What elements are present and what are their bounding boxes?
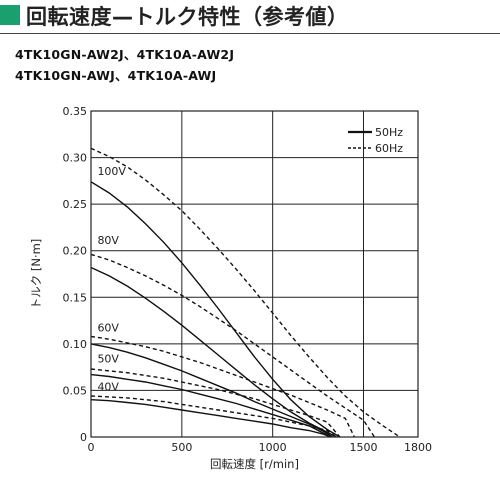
series-line-100v-50hz bbox=[90, 181, 341, 438]
y-tick-label: 0.05 bbox=[63, 384, 88, 397]
x-tick-label: 1000 bbox=[259, 441, 287, 454]
page-title: 回転速度—トルク特性（参考値） bbox=[26, 5, 349, 29]
series-lines bbox=[90, 147, 401, 438]
y-tick-label: 0.30 bbox=[63, 152, 88, 165]
voltage-label: 50V bbox=[97, 352, 119, 365]
chart-legend: 50Hz 60Hz bbox=[348, 126, 403, 155]
grid-lines bbox=[91, 111, 418, 437]
series-line-80v-50hz bbox=[90, 266, 337, 438]
y-axis-title: トルク [N·m] bbox=[29, 239, 43, 310]
y-tick-label: 0.15 bbox=[63, 291, 88, 304]
model-names-line-1: 4TK10GN-AW2J、4TK10A-AW2J bbox=[15, 47, 235, 62]
legend-label-60hz: 60Hz bbox=[375, 142, 403, 155]
y-tick-label: 0.20 bbox=[63, 245, 88, 258]
x-tick-label: 1800 bbox=[404, 441, 432, 454]
series-line-60v-50hz bbox=[90, 343, 333, 438]
series-line-40v-50hz bbox=[90, 399, 332, 438]
x-tick-label: 1500 bbox=[350, 441, 378, 454]
series-line-80v-60hz bbox=[90, 253, 375, 438]
y-tick-label: 0.25 bbox=[63, 198, 88, 211]
y-tick-label: 0.10 bbox=[63, 338, 88, 351]
x-axis-title: 回転速度 [r/min] bbox=[210, 457, 299, 471]
tick-labels: 0 500 1000 1500 1800 0 0.05 0.10 0.15 0.20 0.25 0.3… bbox=[63, 105, 433, 454]
voltage-label: 100V bbox=[97, 165, 126, 178]
header-accent-square bbox=[0, 5, 20, 25]
voltage-label: 40V bbox=[97, 380, 119, 393]
page-header: 回転速度—トルク特性（参考値） bbox=[0, 0, 500, 36]
plot-frame bbox=[90, 110, 419, 438]
y-tick-label: 0.35 bbox=[63, 105, 88, 118]
x-tick-label: 0 bbox=[88, 441, 95, 454]
series-line-50v-60hz bbox=[90, 368, 341, 438]
series-line-60v-60hz bbox=[90, 335, 356, 438]
series-line-100v-60hz bbox=[90, 147, 401, 438]
voltage-label: 80V bbox=[97, 234, 119, 247]
series-line-40v-60hz bbox=[90, 395, 337, 438]
y-tick-label: 0 bbox=[80, 431, 87, 444]
x-tick-label: 500 bbox=[171, 441, 192, 454]
voltage-labels: 100V 80V 60V 50V 40V bbox=[97, 165, 126, 393]
model-names-line-2: 4TK10GN-AWJ、4TK10A-AWJ bbox=[15, 68, 217, 83]
header-divider bbox=[0, 33, 500, 34]
voltage-label: 60V bbox=[97, 322, 119, 335]
legend-label-50hz: 50Hz bbox=[375, 126, 403, 139]
